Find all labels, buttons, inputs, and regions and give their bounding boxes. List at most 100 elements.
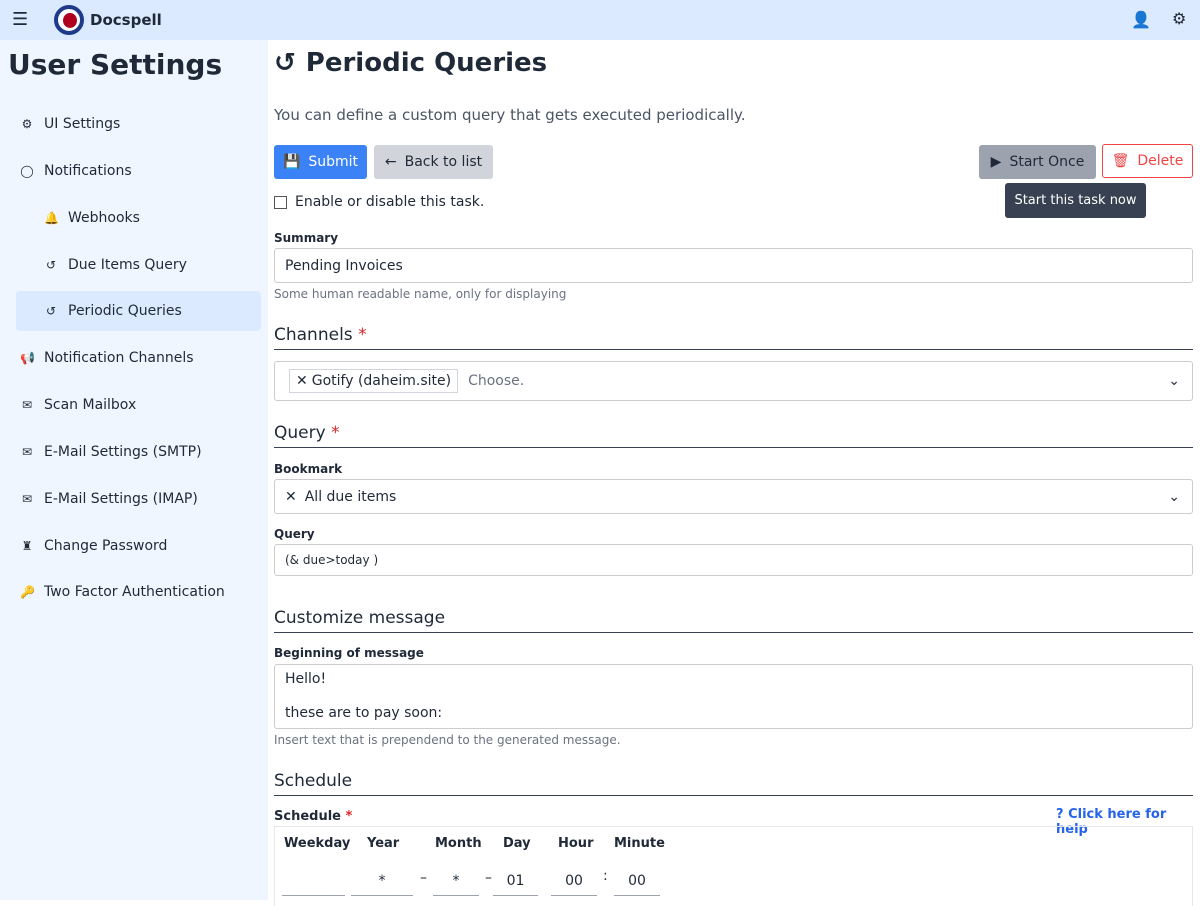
weekday-header: Weekday	[284, 836, 351, 851]
sidebar-item-label: E-Mail Settings (IMAP)	[44, 491, 198, 507]
main-content: ↺ Periodic Queries You can define a custo…	[268, 40, 1200, 906]
message-textarea[interactable]: Hello! these are to pay soon:	[274, 664, 1193, 729]
separator: –	[485, 870, 492, 886]
day-input[interactable]: 01	[493, 866, 538, 896]
chevron-down-icon[interactable]: ⌄	[1168, 373, 1180, 389]
play-icon: ▶	[990, 154, 1002, 170]
delete-button[interactable]: 🗑 Delete	[1102, 144, 1193, 178]
envelope-icon: ✉	[21, 492, 33, 506]
sidebar-item-change-password[interactable]: ♜ Change Password	[8, 526, 261, 566]
schedule-editor	[274, 826, 1193, 906]
bookmark-select[interactable]: ✕ All due items ⌄	[274, 479, 1193, 514]
user-secret-icon: ♜	[21, 539, 33, 553]
envelope-icon: ✉	[21, 445, 33, 459]
channels-placeholder: Choose.	[468, 373, 525, 389]
sidebar-item-webhooks[interactable]: 🔔 Webhooks	[16, 198, 261, 238]
year-header: Year	[367, 836, 400, 851]
gears-icon[interactable]: ⚙	[1172, 9, 1187, 28]
summary-label: Summary	[274, 231, 339, 245]
channel-tag-label: Gotify (daheim.site)	[311, 373, 452, 389]
sidebar-item-2fa[interactable]: 🔑 Two Factor Authentication	[8, 572, 261, 612]
sidebar-item-periodic-queries[interactable]: ↺ Periodic Queries	[16, 291, 261, 331]
message-line: Hello!	[285, 671, 327, 687]
sidebar-item-due-items-query[interactable]: ↺ Due Items Query	[16, 245, 261, 285]
bookmark-value: All due items	[304, 488, 397, 505]
sidebar-item-label: Change Password	[44, 538, 168, 554]
channels-heading: Channels *	[274, 325, 1193, 350]
sidebar-item-label: UI Settings	[44, 116, 121, 132]
sidebar-item-label: Notification Channels	[44, 350, 194, 366]
back-to-list-button[interactable]: ← Back to list	[374, 145, 493, 179]
query-heading-text: Query	[274, 423, 326, 443]
customize-heading: Customize message	[274, 608, 1193, 633]
key-icon: 🔑	[20, 585, 35, 599]
query-label: Query	[274, 527, 315, 541]
docspell-logo[interactable]	[54, 5, 84, 35]
page-intro: You can define a custom query that gets …	[274, 106, 746, 124]
hour-input[interactable]: 00	[551, 866, 597, 896]
tooltip: Start this task now	[1005, 183, 1146, 218]
day-header: Day	[503, 836, 531, 851]
enable-checkbox-row[interactable]: Enable or disable this task.	[274, 194, 484, 210]
schedule-label: Schedule *	[274, 809, 353, 824]
channels-select[interactable]: ✕ Gotify (daheim.site) Choose. ⌄	[274, 361, 1193, 401]
page-title-text: Periodic Queries	[305, 48, 548, 78]
delete-label: Delete	[1137, 153, 1184, 169]
bullhorn-icon: 📢	[20, 351, 35, 365]
sidebar-item-label: E-Mail Settings (SMTP)	[44, 444, 202, 460]
minute-header: Minute	[614, 836, 665, 851]
sidebar-item-ui-settings[interactable]: ⚙ UI Settings	[8, 104, 261, 144]
save-icon: 💾	[282, 154, 301, 170]
sidebar-title: User Settings	[8, 48, 223, 81]
page-title: ↺ Periodic Queries	[274, 48, 547, 78]
top-bar: ☰ Docspell 👤 ⚙	[0, 0, 1200, 40]
question-icon: ?	[1056, 807, 1064, 822]
bell-icon: 🔔	[44, 211, 59, 225]
history-icon: ↺	[45, 258, 57, 272]
sidebar-item-smtp[interactable]: ✉ E-Mail Settings (SMTP)	[8, 432, 261, 472]
minute-input[interactable]: 00	[614, 866, 660, 896]
month-input[interactable]: *	[433, 866, 479, 896]
channels-heading-text: Channels	[274, 325, 353, 345]
submit-button[interactable]: 💾 Submit	[274, 145, 367, 179]
user-icon[interactable]: 👤	[1131, 10, 1151, 29]
arrow-left-icon: ←	[384, 154, 397, 170]
bookmark-label: Bookmark	[274, 462, 343, 476]
sidebar-item-notification-channels[interactable]: 📢 Notification Channels	[8, 338, 261, 378]
message-help: Insert text that is prependend to the ge…	[274, 733, 621, 747]
summary-input[interactable]: Pending Invoices	[274, 248, 1193, 283]
message-line: these are to pay soon:	[285, 705, 443, 721]
start-once-label: Start Once	[1009, 154, 1085, 170]
history-icon: ↺	[45, 304, 57, 318]
sidebar-item-notifications[interactable]: ◯ Notifications	[8, 151, 261, 191]
gear-icon: ⚙	[21, 117, 33, 131]
hour-header: Hour	[558, 836, 594, 851]
remove-icon[interactable]: ✕	[296, 373, 308, 389]
help-link-text: Click here for help	[1056, 807, 1167, 837]
channel-tag[interactable]: ✕ Gotify (daheim.site)	[289, 369, 459, 393]
envelope-open-icon: ✉	[21, 398, 33, 412]
sidebar-item-label: Scan Mailbox	[44, 397, 137, 413]
clear-icon[interactable]: ✕	[285, 488, 297, 505]
help-link[interactable]: ? Click here for help	[1056, 807, 1200, 837]
app-name[interactable]: Docspell	[90, 11, 162, 29]
year-input[interactable]: *	[351, 866, 413, 896]
sidebar-item-label: Webhooks	[68, 210, 140, 226]
enable-label: Enable or disable this task.	[295, 194, 485, 210]
query-input[interactable]: (& due>today )	[274, 544, 1193, 576]
sidebar-item-imap[interactable]: ✉ E-Mail Settings (IMAP)	[8, 479, 261, 519]
trash-icon: 🗑	[1111, 153, 1130, 169]
enable-checkbox[interactable]	[274, 195, 287, 209]
sidebar-item-scan-mailbox[interactable]: ✉ Scan Mailbox	[8, 385, 261, 425]
summary-help: Some human readable name, only for displ…	[274, 287, 567, 301]
weekday-input[interactable]	[282, 866, 345, 896]
query-heading: Query *	[274, 423, 1193, 448]
chevron-down-icon[interactable]: ⌄	[1168, 488, 1180, 505]
sidebar: User Settings ⚙ UI Settings ◯ Notification…	[0, 40, 268, 900]
sidebar-item-label: Two Factor Authentication	[44, 584, 225, 600]
start-once-button[interactable]: ▶ Start Once	[979, 145, 1096, 179]
schedule-label-text: Schedule	[274, 809, 341, 824]
sidebar-item-label: Due Items Query	[68, 257, 187, 273]
separator: –	[420, 870, 427, 886]
hamburger-icon[interactable]: ☰	[12, 9, 29, 30]
